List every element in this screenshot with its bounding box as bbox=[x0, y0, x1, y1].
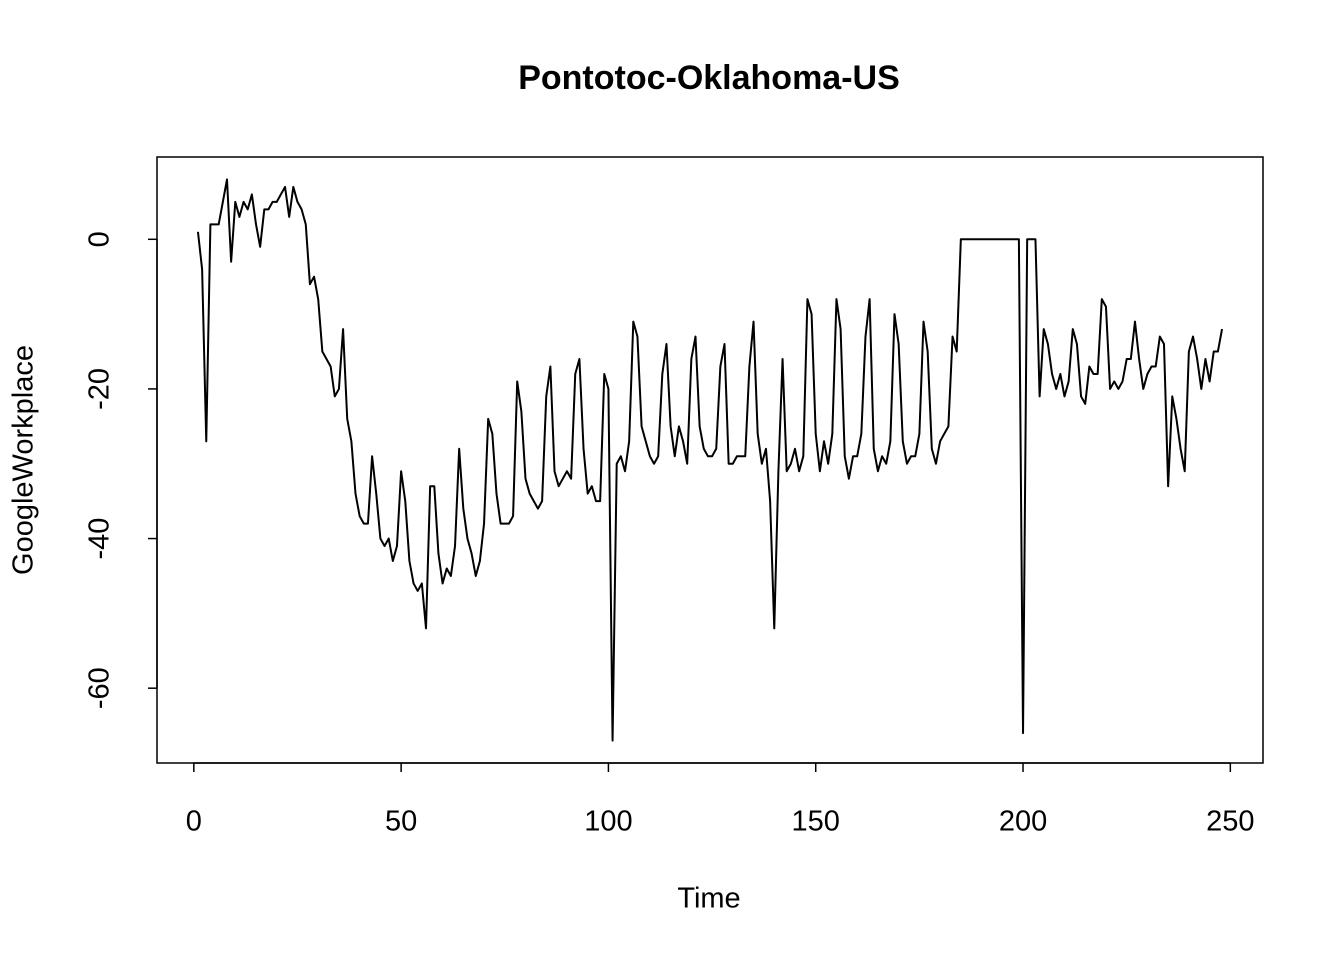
x-tick-label: 200 bbox=[999, 806, 1047, 838]
x-tick-label: 0 bbox=[186, 806, 202, 838]
data-line bbox=[196, 178, 1224, 742]
chart-title: Pontotoc-Oklahoma-US bbox=[518, 59, 900, 97]
y-tick-label: -20 bbox=[84, 368, 116, 410]
y-tick-label: -40 bbox=[84, 518, 116, 560]
plot-box bbox=[156, 156, 1264, 764]
x-tick-label: 250 bbox=[1206, 806, 1254, 838]
x-axis-label: Time bbox=[677, 883, 740, 915]
y-tick-label: 0 bbox=[84, 231, 116, 247]
x-tick-label: 150 bbox=[792, 806, 840, 838]
y-tick-label: -60 bbox=[84, 667, 116, 709]
y-axis-label: GoogleWorkplace bbox=[8, 345, 40, 575]
x-tick-label: 100 bbox=[584, 806, 632, 838]
x-tick-label: 50 bbox=[385, 806, 417, 838]
